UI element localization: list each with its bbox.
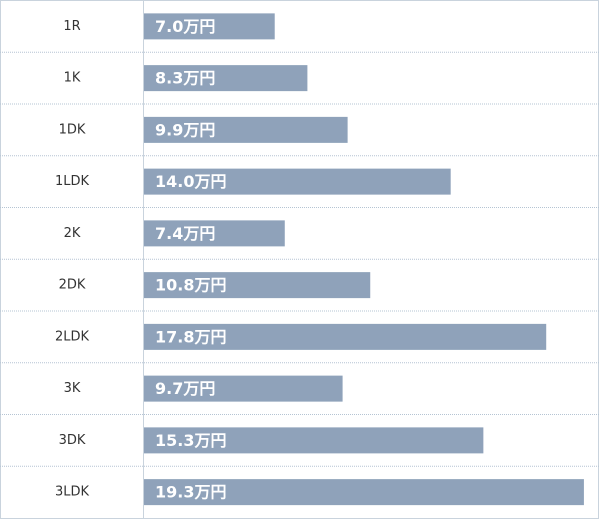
category-label: 1DK xyxy=(59,122,86,137)
value-label: 15.3万円 xyxy=(155,431,226,450)
bar xyxy=(144,13,275,40)
bar xyxy=(144,116,348,143)
bar xyxy=(144,375,343,402)
category-label: 3LDK xyxy=(55,485,90,500)
bar xyxy=(144,323,547,350)
category-label: 2K xyxy=(64,226,81,241)
value-label: 14.0万円 xyxy=(155,172,226,191)
bar xyxy=(144,479,584,506)
value-label: 10.8万円 xyxy=(155,276,226,295)
bar xyxy=(144,220,285,247)
value-label: 19.3万円 xyxy=(155,483,226,502)
bar xyxy=(144,65,308,92)
category-label: 3DK xyxy=(59,433,86,448)
value-label: 9.7万円 xyxy=(155,379,215,398)
value-label: 9.9万円 xyxy=(155,120,215,139)
category-label: 3K xyxy=(64,381,81,396)
bar xyxy=(144,168,451,195)
category-label: 1LDK xyxy=(55,174,90,189)
value-label: 7.4万円 xyxy=(155,224,215,243)
bar xyxy=(144,272,371,299)
value-label: 7.0万円 xyxy=(155,17,215,36)
category-label: 2DK xyxy=(59,278,86,293)
value-label: 8.3万円 xyxy=(155,69,215,88)
bar xyxy=(144,427,484,454)
category-label: 1R xyxy=(63,19,80,34)
value-label: 17.8万円 xyxy=(155,327,226,346)
category-label: 1K xyxy=(64,71,81,86)
category-label: 2LDK xyxy=(55,329,90,344)
